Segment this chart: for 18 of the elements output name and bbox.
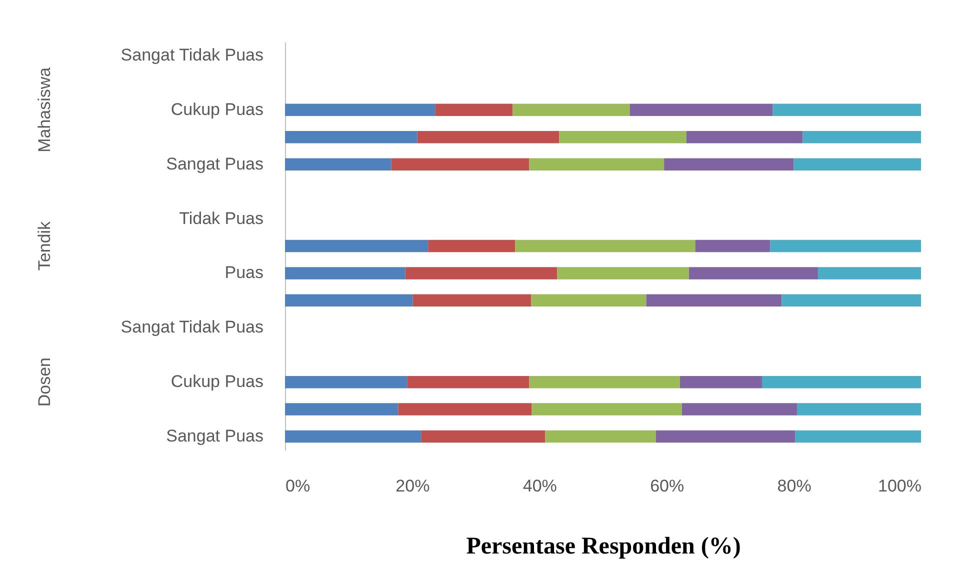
x-axis-title: Persentase Responden (%): [466, 534, 741, 560]
y-tick-label: Sangat Tidak Puas: [120, 318, 264, 337]
x-tick-label: 40%: [522, 476, 557, 496]
text: Dosen: [35, 358, 54, 407]
y-tick-label: Cukup Puas: [170, 372, 264, 392]
y-tick-label: Sangat Tidak Puas: [120, 45, 264, 64]
y-tick-label: Tidak Puas: [179, 208, 264, 228]
x-tick-label: 0%: [286, 476, 310, 496]
text: Tendik: [35, 220, 54, 271]
x-tick-label: 20%: [396, 476, 430, 496]
y-tick-label: Cukup Puas: [170, 100, 264, 119]
x-tick-label: 80%: [777, 476, 812, 496]
y-tick-label: Sangat Puas: [166, 154, 264, 174]
x-tick-label: 60%: [650, 476, 684, 496]
y-tick-label: Sangat Puas: [166, 426, 264, 446]
y-tick-label: Puas: [224, 263, 264, 282]
text: Mahasiswa: [35, 66, 54, 152]
x-tick-label: 100%: [878, 476, 922, 496]
